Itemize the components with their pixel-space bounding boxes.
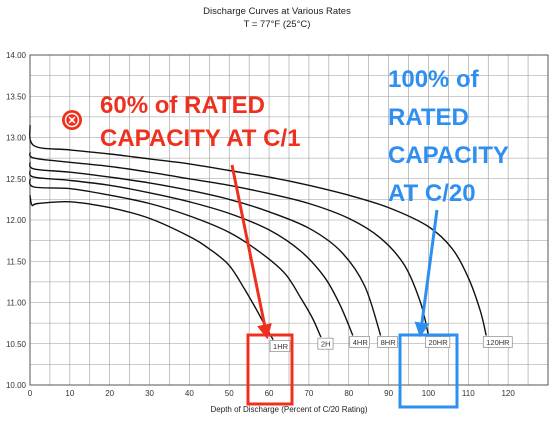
curve-1hr	[29, 195, 274, 340]
x-axis-label: Depth of Discharge (Percent of C/20 Rati…	[211, 405, 368, 414]
chart-grid	[30, 55, 548, 385]
curve-20hr	[29, 151, 430, 336]
plot-frame	[29, 54, 549, 386]
curve-label-2h: 2H	[321, 340, 331, 349]
x-tick-label: 20	[105, 389, 114, 398]
curve-label-box	[482, 336, 513, 348]
blue-callout-line-3: CAPACITY	[388, 142, 509, 169]
red-callout: 60% of RATED CAPACITY AT C/1	[100, 92, 300, 406]
blue-callout-line-4: AT C/20	[388, 180, 476, 207]
y-tick-label: 10.00	[6, 381, 27, 390]
curve-label-box	[269, 340, 291, 352]
y-tick-label: 10.50	[6, 340, 27, 349]
curve-label-box	[349, 336, 370, 348]
y-tick-label: 13.50	[6, 92, 27, 101]
x-tick-label: 0	[28, 389, 33, 398]
x-tick-label: 80	[344, 389, 353, 398]
curve-label-8hr: 8HR	[381, 338, 397, 347]
curve-label-20hr: 20HR	[428, 338, 448, 347]
chart-subtitle: T = 77°F (25°C)	[244, 19, 311, 30]
curve-2h	[29, 178, 322, 338]
y-tick-label: 12.00	[6, 216, 27, 225]
y-axis-ticks: 10.00 10.50 11.00 11.50 12.00 12.50 13.00 13.50…	[6, 51, 27, 390]
blue-highlight-box	[398, 333, 459, 409]
x-tick-label: 40	[185, 389, 194, 398]
curve-label-4hr: 4HR	[353, 338, 369, 347]
x-tick-label: 120	[501, 389, 515, 398]
x-tick-label: 110	[462, 389, 475, 398]
red-callout-arrow	[230, 164, 272, 340]
curve-4hr	[29, 170, 354, 336]
discharge-curves	[29, 124, 487, 340]
curve-120hr	[29, 124, 487, 336]
curve-label-box	[377, 336, 398, 348]
curve-label-120hr: 120HR	[486, 338, 510, 347]
y-tick-label: 14.00	[6, 51, 27, 60]
curve-label-1hr: 1HR	[273, 342, 289, 351]
x-tick-label: 70	[304, 389, 313, 398]
y-tick-label: 13.00	[6, 134, 27, 143]
blue-callout-arrow	[414, 209, 439, 338]
chart-title: Discharge Curves at Various Rates	[203, 6, 351, 17]
curve-8hr	[29, 161, 382, 336]
x-tick-label: 90	[384, 389, 393, 398]
x-axis-ticks: 0 10 20 30 40 50 60 70 80 90 100 110 120	[28, 389, 516, 398]
x-tick-label: 60	[265, 389, 274, 398]
x-tick-label: 30	[145, 389, 154, 398]
blue-callout-line-1: 100% of	[388, 66, 480, 93]
close-circle-icon	[62, 110, 82, 130]
curve-label-box	[317, 337, 334, 350]
y-tick-label: 12.50	[6, 175, 27, 184]
red-callout-line-2: CAPACITY AT C/1	[100, 125, 300, 152]
red-highlight-box	[246, 333, 294, 406]
y-tick-label: 11.50	[7, 257, 27, 266]
x-tick-label: 100	[422, 389, 436, 398]
red-callout-line-1: 60% of RATED	[100, 92, 265, 119]
x-tick-label: 10	[65, 389, 74, 398]
x-tick-label: 50	[225, 389, 234, 398]
blue-callout: 100% of RATED CAPACITY AT C/20	[388, 66, 509, 409]
curve-labels: 1HR 2H 4HR 8HR 20HR 120HR	[269, 336, 513, 352]
y-tick-label: 11.00	[7, 299, 27, 308]
blue-callout-line-2: RATED	[388, 104, 469, 131]
